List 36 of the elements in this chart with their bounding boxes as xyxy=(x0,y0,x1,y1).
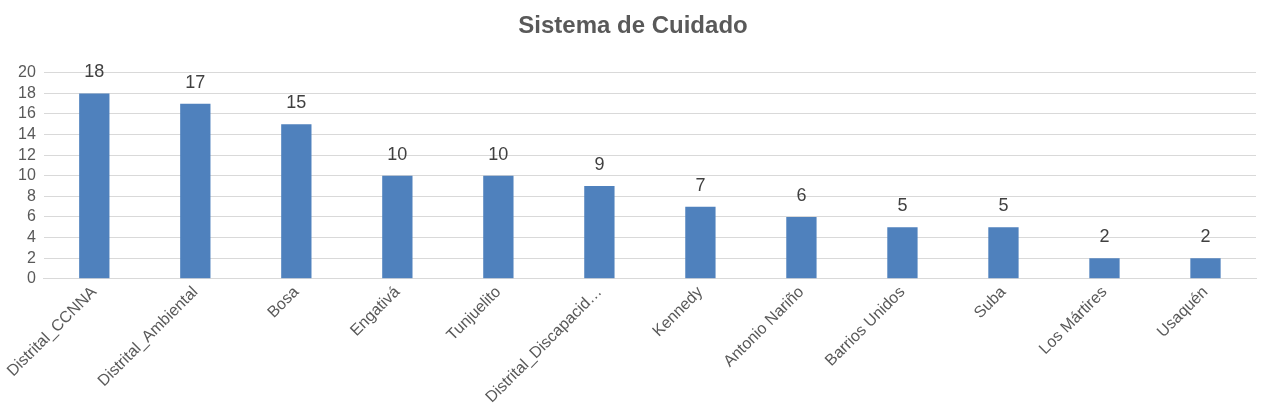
bar xyxy=(685,206,716,279)
data-label: 9 xyxy=(594,154,605,175)
chart-title: Sistema de Cuidado xyxy=(518,11,748,39)
bar xyxy=(281,124,312,279)
y-tick-label: 6 xyxy=(26,207,36,225)
y-tick-label: 4 xyxy=(26,227,36,245)
bar xyxy=(483,175,514,279)
y-tick-label: 2 xyxy=(26,248,36,266)
y-tick-label: 8 xyxy=(26,186,36,204)
bar xyxy=(887,227,918,279)
y-tick-label: 12 xyxy=(18,145,36,163)
y-tick-label: 16 xyxy=(18,104,36,122)
bar xyxy=(79,93,110,279)
bar xyxy=(584,186,615,279)
y-tick-label: 18 xyxy=(18,83,36,101)
y-tick-label: 10 xyxy=(18,166,36,184)
data-label: 15 xyxy=(286,92,307,113)
y-tick-label: 0 xyxy=(26,269,36,287)
bar xyxy=(180,103,211,279)
bar xyxy=(786,216,817,279)
data-label: 2 xyxy=(1200,226,1211,247)
data-label: 5 xyxy=(897,195,908,216)
data-label: 5 xyxy=(998,195,1009,216)
data-label: 18 xyxy=(84,61,105,82)
data-label: 10 xyxy=(387,143,408,164)
data-label: 6 xyxy=(796,184,807,205)
data-label: 17 xyxy=(185,71,206,92)
data-label: 7 xyxy=(695,174,706,195)
y-tick-label: 20 xyxy=(18,63,36,81)
bar xyxy=(1089,258,1120,279)
data-label: 10 xyxy=(488,143,509,164)
y-tick-label: 14 xyxy=(18,125,36,142)
data-label: 2 xyxy=(1099,226,1110,247)
bar xyxy=(1190,258,1221,279)
bar xyxy=(988,227,1019,279)
bar xyxy=(382,175,413,279)
